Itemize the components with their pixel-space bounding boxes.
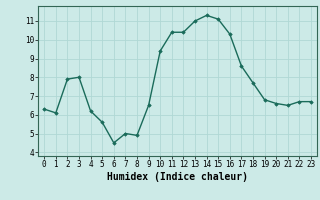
X-axis label: Humidex (Indice chaleur): Humidex (Indice chaleur) [107,172,248,182]
